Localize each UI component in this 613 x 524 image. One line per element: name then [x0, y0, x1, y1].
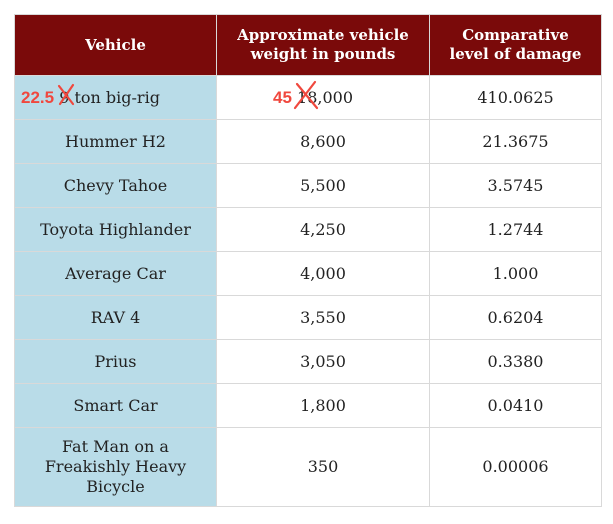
table-row: Fat Man on a Freakishly Heavy Bicycle 350 …	[14, 427, 602, 507]
table-row: Toyota Highlander 4,250 1.2744	[14, 207, 602, 252]
weight-cell: 350	[216, 427, 430, 507]
damage-cell: 21.3675	[429, 119, 602, 164]
weight-cell: 4,250	[216, 207, 430, 252]
header-damage: Comparative level of damage	[429, 14, 602, 76]
weight-cell: 1,800	[216, 383, 430, 428]
damage-cell: 0.0410	[429, 383, 602, 428]
weight-cell: 4,000	[216, 251, 430, 296]
weight-annotation: 45 18 ,000	[273, 80, 353, 109]
weight-cell: 3,050	[216, 339, 430, 384]
weight-rest-text: ,000	[317, 87, 353, 107]
vehicle-cell: Average Car	[14, 251, 217, 296]
table-row: Average Car 4,000 1.000	[14, 251, 602, 296]
vehicle-cell: RAV 4	[14, 295, 217, 340]
table-row: RAV 4 3,550 0.6204	[14, 295, 602, 340]
header-damage-line1: Comparative	[462, 26, 569, 44]
vehicle-cell: Hummer H2	[14, 119, 217, 164]
damage-cell: 3.5745	[429, 163, 602, 208]
vehicle-line2: Freakishly Heavy	[44, 457, 187, 476]
vehicle-cell: Toyota Highlander	[14, 207, 217, 252]
damage-cell: 0.6204	[429, 295, 602, 340]
weight-struck-wrapper: 18	[293, 80, 319, 109]
header-row: Vehicle Approximate vehicle weight in pou…	[14, 14, 602, 76]
weight-correction: 45	[273, 87, 292, 107]
damage-cell: 1.000	[429, 251, 602, 296]
weight-cell: 8,600	[216, 119, 430, 164]
table-row: Hummer H2 8,600 21.3675	[14, 119, 602, 164]
table-row: Smart Car 1,800 0.0410	[14, 383, 602, 428]
vehicle-rest-text: ton big-rig	[69, 87, 160, 107]
vehicle-line1: Fat Man on a	[62, 437, 169, 456]
damage-cell: 410.0625	[429, 75, 602, 120]
weight-cell: 5,500	[216, 163, 430, 208]
vehicle-cell: Prius	[14, 339, 217, 384]
header-vehicle-line1: Vehicle	[85, 35, 146, 54]
weight-cell: 3,550	[216, 295, 430, 340]
vehicle-damage-table: Vehicle Approximate vehicle weight in pou…	[14, 14, 602, 507]
header-damage-line2: level of damage	[449, 45, 582, 63]
vehicle-cell: Smart Car	[14, 383, 217, 428]
weight-cell: 45 18 ,000	[216, 75, 430, 120]
header-weight: Approximate vehicle weight in pounds	[216, 14, 430, 76]
damage-cell: 0.3380	[429, 339, 602, 384]
vehicle-line3: Bicycle	[86, 477, 145, 496]
damage-cell: 1.2744	[429, 207, 602, 252]
vehicle-annotation: 22.5 9 ton big-rig	[21, 83, 160, 108]
table-row: 22.5 9 ton big-rig 45 18 ,000 410.0625	[14, 75, 602, 120]
header-weight-line1: Approximate vehicle	[237, 26, 409, 44]
vehicle-cell: Chevy Tahoe	[14, 163, 217, 208]
header-vehicle: Vehicle	[14, 14, 217, 76]
header-weight-line2: weight in pounds	[250, 45, 396, 63]
table-row: Chevy Tahoe 5,500 3.5745	[14, 163, 602, 208]
vehicle-correction: 22.5	[21, 87, 55, 107]
vehicle-struck-wrapper: 9	[58, 83, 75, 107]
strike-mark	[293, 80, 319, 109]
table-row: Prius 3,050 0.3380	[14, 339, 602, 384]
strike-mark	[58, 83, 75, 105]
damage-cell: 0.00006	[429, 427, 602, 507]
vehicle-cell: Fat Man on a Freakishly Heavy Bicycle	[14, 427, 217, 507]
vehicle-cell: 22.5 9 ton big-rig	[14, 75, 217, 120]
